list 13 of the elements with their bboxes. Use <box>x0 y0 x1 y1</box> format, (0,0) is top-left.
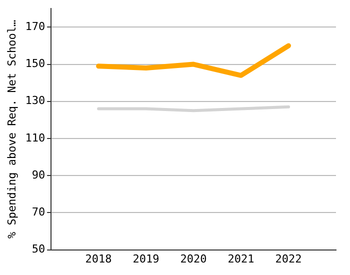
y-axis-title: % Spending above Req. Net School… <box>5 20 18 238</box>
y-tick-label: 90 <box>32 168 46 182</box>
y-tick-label: 130 <box>25 94 46 108</box>
y-tick-label: 50 <box>32 242 46 256</box>
x-tick-label: 2022 <box>275 252 302 266</box>
y-tick-label: 110 <box>25 131 46 144</box>
x-tick-label: 2019 <box>132 252 160 266</box>
y-tick-label: 170 <box>25 20 46 34</box>
x-tick-label: 2020 <box>180 252 207 266</box>
x-tick-label: 2021 <box>228 252 254 266</box>
y-tick-label: 70 <box>32 206 46 219</box>
y-tick-label: 150 <box>25 57 46 70</box>
x-tick-label: 2018 <box>85 252 112 266</box>
